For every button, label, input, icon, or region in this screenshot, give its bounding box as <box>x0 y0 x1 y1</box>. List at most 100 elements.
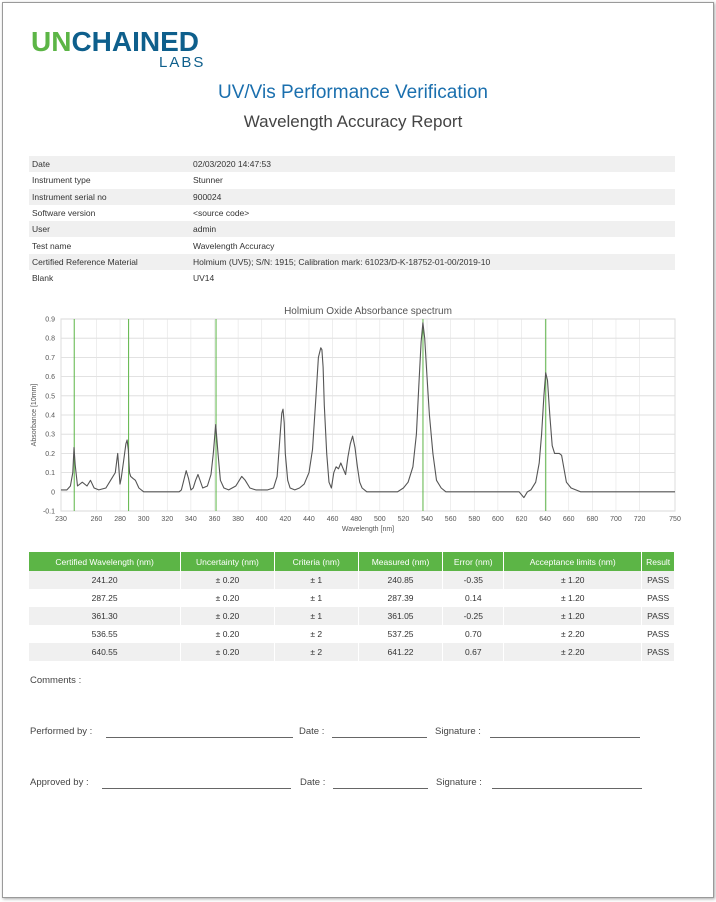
y-tick-label: 0.7 <box>45 355 55 362</box>
info-key: Date <box>32 159 50 170</box>
y-tick-label: 0 <box>51 489 55 496</box>
info-row: Instrument type Stunner <box>29 172 675 188</box>
x-tick-label: 280 <box>114 516 126 523</box>
x-tick-label: 680 <box>587 516 599 523</box>
performed-signature-label: Signature : <box>435 726 481 737</box>
results-cell: ± 1.20 <box>503 589 643 607</box>
y-tick-label: 0.6 <box>45 374 55 381</box>
info-row: Date 02/03/2020 14:47:53 <box>29 156 675 173</box>
results-cell: 287.39 <box>358 589 444 607</box>
chart-title: Holmium Oxide Absorbance spectrum <box>284 306 452 317</box>
x-axis-label: Wavelength [nm] <box>342 526 394 533</box>
x-tick-label: 620 <box>516 516 528 523</box>
info-value: Holmium (UV5); S/N: 1915; Calibration ma… <box>193 256 491 267</box>
logo-un-text: UN <box>31 26 72 57</box>
x-tick-label: 500 <box>374 516 386 523</box>
info-key: Test name <box>32 240 72 251</box>
y-tick-label: 0.8 <box>45 336 55 343</box>
x-tick-label: 460 <box>327 516 339 523</box>
results-table: Certified Wavelength (nm) Uncertainty (nm… <box>29 552 675 661</box>
x-tick-label: 580 <box>468 516 480 523</box>
info-row: Instrument serial no 900024 <box>29 188 675 205</box>
info-value: admin <box>193 224 217 235</box>
performed-date-label: Date : <box>299 726 325 737</box>
logo-labs-text: LABS <box>159 54 206 71</box>
info-value: Wavelength Accuracy <box>193 240 275 251</box>
info-key: User <box>32 224 50 235</box>
results-cell: 0.67 <box>442 643 505 661</box>
results-row: 361.30 ± 0.20 ± 1 361.05 -0.25 ± 1.20 PASS <box>29 607 675 625</box>
info-key: Certified Reference Material <box>32 256 138 267</box>
approved-by-line <box>102 788 291 789</box>
results-cell: 640.55 <box>29 643 182 661</box>
results-cell: PASS <box>641 571 675 589</box>
x-tick-label: 380 <box>232 516 244 523</box>
logo-chained-text: CHAINED <box>71 26 200 57</box>
approved-date-line <box>333 788 428 789</box>
x-tick-label: 480 <box>350 516 362 523</box>
results-header-cell: Error (nm) <box>442 552 505 571</box>
x-tick-label: 560 <box>445 516 457 523</box>
results-cell: ± 0.20 <box>180 643 275 661</box>
results-cell: 361.30 <box>29 607 182 625</box>
results-row: 640.55 ± 0.20 ± 2 641.22 0.67 ± 2.20 PASS <box>29 643 675 661</box>
x-tick-label: 320 <box>161 516 173 523</box>
results-cell: 641.22 <box>358 643 444 661</box>
approved-date-label: Date : <box>300 777 326 788</box>
info-row: Certified Reference Material Holmium (UV5… <box>29 253 675 271</box>
x-tick-label: 540 <box>421 516 433 523</box>
results-cell: ± 0.20 <box>180 607 275 625</box>
info-row: User admin <box>29 221 675 238</box>
results-cell: 0.14 <box>442 589 505 607</box>
results-cell: ± 2.20 <box>503 625 643 643</box>
x-tick-label: 640 <box>539 516 551 523</box>
info-value: Stunner <box>193 175 223 186</box>
info-value: <source code> <box>193 208 250 219</box>
x-tick-label: 520 <box>398 516 410 523</box>
results-header-cell: Criteria (nm) <box>274 552 359 571</box>
results-cell: 241.20 <box>29 571 182 589</box>
results-cell: ± 1 <box>274 571 359 589</box>
results-header-cell: Result <box>641 552 675 571</box>
report-subtitle: Wavelength Accuracy Report <box>243 112 463 131</box>
absorbance-chart: -0.1 0 0.1 0.2 0.3 0.4 0.5 0.6 0.7 0.8 0.9 230 260 28… <box>27 301 687 541</box>
performed-by-row: Performed by : Date : Signature : <box>30 726 670 740</box>
x-tick-label: 260 <box>91 516 103 523</box>
results-cell: PASS <box>641 625 675 643</box>
results-header-cell: Uncertainty (nm) <box>180 552 275 571</box>
results-cell: ± 1.20 <box>503 571 643 589</box>
x-tick-label: 750 <box>669 516 681 523</box>
approved-by-label: Approved by : <box>30 777 89 788</box>
comments-label: Comments : <box>30 675 82 686</box>
spectrum-series-line <box>61 322 675 499</box>
results-cell: ± 2 <box>274 625 359 643</box>
x-tick-label: 700 <box>610 516 622 523</box>
results-cell: 536.55 <box>29 625 182 643</box>
info-row: Software version <source code> <box>29 205 675 221</box>
x-tick-label: 440 <box>303 516 315 523</box>
y-tick-label: 0.3 <box>45 432 55 439</box>
performed-date-line <box>332 737 427 738</box>
performed-by-label: Performed by : <box>30 726 93 737</box>
info-value: 02/03/2020 14:47:53 <box>193 159 271 170</box>
results-cell: ± 1.20 <box>503 607 643 625</box>
results-cell: 537.25 <box>358 625 444 643</box>
y-tick-label: 0.5 <box>45 393 55 400</box>
y-tick-label: 0.2 <box>45 451 55 458</box>
info-value: 900024 <box>193 191 222 202</box>
y-tick-label: 0.9 <box>45 317 55 324</box>
x-tick-label: 340 <box>185 516 197 523</box>
approved-signature-label: Signature : <box>436 777 482 788</box>
y-axis-label: Absorbance [10mm] <box>31 384 38 447</box>
results-cell: ± 1 <box>274 607 359 625</box>
x-tick-label: 230 <box>55 516 67 523</box>
results-cell: ± 0.20 <box>180 625 275 643</box>
results-cell: 240.85 <box>358 571 444 589</box>
y-tick-label: 0.4 <box>45 413 55 420</box>
results-cell: 0.70 <box>442 625 505 643</box>
info-row: Blank UV14 <box>29 270 675 286</box>
info-row: Test name Wavelength Accuracy <box>29 237 675 253</box>
results-cell: ± 2 <box>274 643 359 661</box>
x-tick-label: 660 <box>563 516 575 523</box>
y-tick-label: -0.1 <box>43 509 55 516</box>
